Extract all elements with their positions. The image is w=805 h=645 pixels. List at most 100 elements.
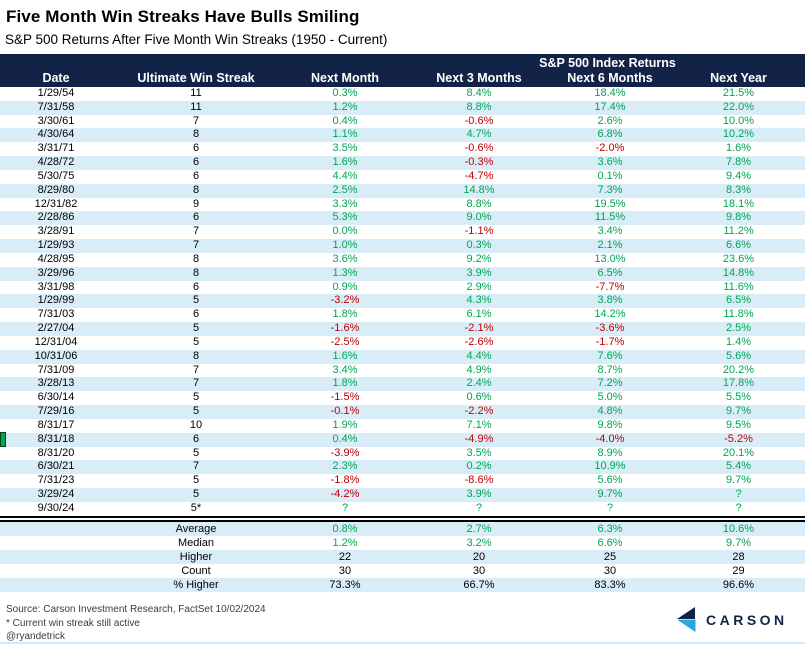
column-header: Ultimate Win Streak <box>137 71 255 85</box>
summary-spacer-cell <box>0 522 112 536</box>
summary-value-cell: 66.7% <box>463 578 495 591</box>
return-cell: -3.9% <box>330 446 360 459</box>
return-cell: 20.1% <box>722 446 755 459</box>
summary-row: % Higher 73.3% 66.7% 83.3% 96.6% <box>0 577 805 592</box>
carson-wordmark: CARSON <box>706 611 788 628</box>
summary-value-cell: 6.6% <box>597 536 623 549</box>
return-cell: ? <box>735 488 742 501</box>
return-cell: 3.9% <box>466 266 492 279</box>
summary-row: Median 1.2% 3.2% 6.6% 9.7% <box>0 536 805 550</box>
summary-value-cell: 96.6% <box>722 578 755 591</box>
summary-value-cell: 30 <box>603 564 617 577</box>
streak-cell: 7 <box>192 225 200 238</box>
date-cell: 7/31/03 <box>37 308 75 321</box>
summary-value-cell: 0.8% <box>332 522 358 535</box>
table-row: 7/31/23 5 -1.8% -8.6% 5.6% 9.7% <box>0 474 805 488</box>
date-cell: 7/29/16 <box>37 405 75 418</box>
summary-label-cell: Count <box>181 564 211 577</box>
return-cell: 18.4% <box>594 87 626 99</box>
summary-row: Average 0.8% 2.7% 6.3% 10.6% <box>0 521 805 536</box>
return-cell: -4.9% <box>464 432 494 445</box>
return-cell: -0.6% <box>464 114 494 127</box>
return-cell: 9.7% <box>725 405 752 418</box>
return-cell: 6.6% <box>725 239 752 252</box>
table-row: 3/29/24 5 -4.2% 3.9% 9.7%? <box>0 488 805 502</box>
return-cell: 3.9% <box>466 488 492 501</box>
table-row: 1/29/54 11 0.3% 8.4% 18.4% 21.5% <box>0 87 805 101</box>
table-row: 6/30/21 7 2.3% 0.2% 10.9% 5.4% <box>0 460 805 475</box>
return-cell: 4.4% <box>332 169 358 182</box>
return-cell: 1.0% <box>332 239 358 252</box>
bottom-rule <box>0 642 805 644</box>
column-header: Next Year <box>710 71 767 85</box>
date-cell: 3/30/61 <box>37 114 75 127</box>
return-cell: 3.3% <box>332 197 358 210</box>
return-cell: 2.9% <box>466 280 492 293</box>
return-cell: 6.8% <box>597 128 623 141</box>
table-row: 3/31/71 6 3.5% -0.6% -2.0% 1.6% <box>0 142 805 156</box>
return-cell: 10.2% <box>722 128 755 141</box>
carson-chevron-icon <box>676 606 696 633</box>
return-cell: 9.7% <box>725 474 752 487</box>
column-header: Next 6 Months <box>567 71 653 85</box>
date-cell: 3/29/96 <box>37 266 75 279</box>
return-cell: 8.3% <box>725 183 752 196</box>
return-cell: -4.7% <box>464 169 494 182</box>
table-row: 7/31/09 7 3.4% 4.9% 8.7% 20.2% <box>0 364 805 378</box>
return-cell: 19.5% <box>594 197 626 210</box>
table-row: 1/29/93 7 1.0% 0.3% 2.1% 6.6% <box>0 239 805 253</box>
streak-cell: 8 <box>192 349 200 362</box>
return-cell: 18.1% <box>722 197 755 210</box>
return-cell: -3.6% <box>595 322 625 335</box>
return-cell: 2.3% <box>332 460 358 473</box>
return-cell: 9.7% <box>597 488 623 501</box>
return-cell: 8.9% <box>597 446 623 459</box>
streak-cell: 11 <box>190 100 202 113</box>
streak-cell: 5 <box>192 294 200 307</box>
table-row: 8/29/80 8 2.5% 14.8% 7.3% 8.3% <box>0 183 805 198</box>
table-row: 7/31/58 11 1.2% 8.8% 17.4% 22.0% <box>0 100 805 115</box>
date-cell: 2/27/04 <box>37 322 75 335</box>
return-cell: 0.4% <box>332 432 358 445</box>
streak-cell: 7 <box>192 114 200 127</box>
summary-value-cell: 9.7% <box>725 536 752 549</box>
return-cell: -2.1% <box>464 322 494 335</box>
summary-value-cell: 10.6% <box>722 522 755 535</box>
streak-cell: 6 <box>192 142 200 155</box>
return-cell: 4.7% <box>466 128 492 141</box>
return-cell: 9.4% <box>725 169 752 182</box>
return-cell: 1.9% <box>332 418 358 431</box>
summary-label-cell: Average <box>175 522 217 535</box>
return-cell: 1.4% <box>725 335 752 348</box>
return-cell: 11.5% <box>594 211 626 224</box>
streak-cell: 7 <box>192 377 200 390</box>
return-cell: 1.8% <box>332 308 358 321</box>
return-cell: 2.5% <box>725 322 752 335</box>
return-cell: 2.5% <box>332 183 358 196</box>
return-cell: 20.2% <box>722 363 755 376</box>
date-cell: 12/31/04 <box>34 335 78 348</box>
table-row: 1/29/99 5 -3.2% 4.3% 3.8% 6.5% <box>0 294 805 309</box>
streak-cell: 5 <box>192 405 200 418</box>
date-cell: 1/29/93 <box>37 239 75 252</box>
streak-cell: 8 <box>192 183 200 196</box>
table-row: 3/31/98 6 0.9% 2.9% -7.7% 11.6% <box>0 281 805 295</box>
table-row: 9/30/24 5*???? <box>0 502 805 516</box>
streak-cell: 6 <box>192 280 200 293</box>
streak-cell: 5 <box>192 322 200 335</box>
return-cell: 10.0% <box>722 114 755 127</box>
group-header: S&P 500 Index Returns <box>539 56 676 70</box>
return-cell: 2.4% <box>466 377 492 390</box>
return-cell: 17.4% <box>594 100 626 113</box>
return-cell: 14.2% <box>594 308 626 321</box>
table-row: 4/30/64 8 1.1% 4.7% 6.8% 10.2% <box>0 128 805 143</box>
column-header-row: Date Ultimate Win Streak Next Month Next 3 … <box>0 71 805 87</box>
return-cell: 2.6% <box>597 114 623 127</box>
return-cell: 0.2% <box>466 460 492 473</box>
date-cell: 1/29/54 <box>37 87 75 99</box>
date-cell: 6/30/14 <box>37 391 75 404</box>
return-cell: 4.8% <box>597 405 623 418</box>
return-cell: 8.4% <box>466 87 492 99</box>
return-cell: 11.2% <box>723 225 754 238</box>
streak-cell: 5 <box>192 474 200 487</box>
